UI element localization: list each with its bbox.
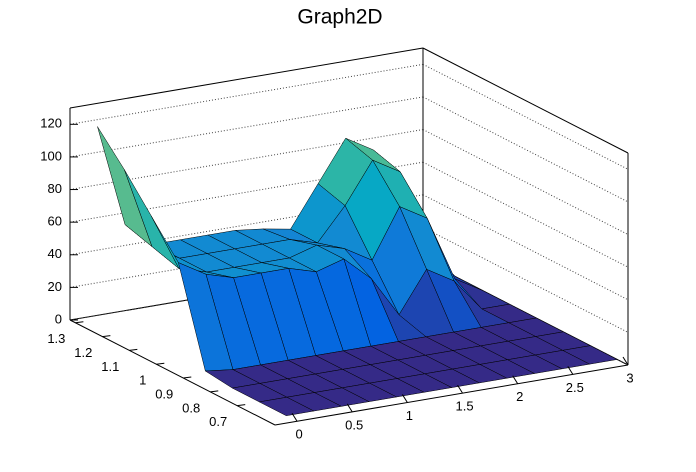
z-tick-label: 40 xyxy=(48,246,62,261)
grid-line xyxy=(422,129,629,235)
y-tick xyxy=(156,362,165,365)
y-tick-label: 0.7 xyxy=(209,414,227,429)
z-tick-label: 80 xyxy=(48,181,62,196)
y-tick xyxy=(102,335,111,338)
x-tick-label: 3 xyxy=(626,370,633,385)
y-tick-label: 0.8 xyxy=(182,400,200,415)
grid-line xyxy=(422,161,629,268)
y-tick xyxy=(237,404,246,407)
x-tick-label: 2.5 xyxy=(566,380,584,395)
z-tick-label: 20 xyxy=(48,279,62,294)
x-tick xyxy=(622,356,629,366)
y-tick xyxy=(129,348,138,351)
y-tick xyxy=(210,390,219,393)
y-tick-label: 0.9 xyxy=(155,386,173,401)
surface-cell xyxy=(97,126,153,248)
x-tick-label: 1 xyxy=(406,408,413,423)
y-tick-label: 1 xyxy=(139,373,146,388)
x-axis xyxy=(274,364,629,426)
surface-cell xyxy=(258,396,315,416)
x-tick-label: 0 xyxy=(295,427,302,442)
box-edge xyxy=(69,47,424,109)
x-tick xyxy=(346,403,353,413)
z-tick-label: 100 xyxy=(40,148,62,163)
grid-line xyxy=(69,63,424,125)
z-tick-label: 120 xyxy=(40,116,62,131)
x-tick-label: 2 xyxy=(516,389,523,404)
y-tick-label: 1.1 xyxy=(101,359,119,374)
y-axis xyxy=(69,319,276,426)
y-tick-label: 1.3 xyxy=(47,331,65,346)
x-tick-label: 1.5 xyxy=(455,399,473,414)
chart-title: Graph2D xyxy=(297,6,382,29)
grid-line xyxy=(422,96,629,203)
z-tick-label: 60 xyxy=(48,214,62,229)
x-tick xyxy=(457,384,463,394)
grid-line xyxy=(69,96,424,158)
y-tick xyxy=(183,376,192,379)
x-tick-label: 0.5 xyxy=(345,417,363,432)
x-tick xyxy=(291,412,298,422)
z-tick-label: 0 xyxy=(55,311,62,326)
y-tick xyxy=(75,321,84,324)
box-edge xyxy=(422,47,629,154)
x-tick xyxy=(512,375,519,385)
y-tick-label: 1.2 xyxy=(74,345,92,360)
x-tick xyxy=(401,394,408,403)
grid-line xyxy=(422,63,629,170)
x-tick xyxy=(567,366,574,375)
